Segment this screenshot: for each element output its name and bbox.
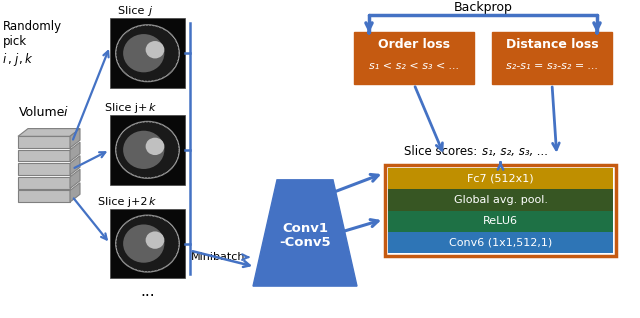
Text: Global avg. pool.: Global avg. pool. [454,195,547,205]
Ellipse shape [116,25,179,82]
Ellipse shape [146,232,164,249]
Text: k: k [25,53,32,66]
Bar [385,165,616,256]
Polygon shape [70,183,80,202]
Text: Volume: Volume [19,106,65,119]
Polygon shape [70,156,80,175]
Text: i: i [3,53,6,66]
Polygon shape [253,180,357,286]
Bar [388,190,613,211]
Text: Minibatch: Minibatch [191,252,245,262]
Bar [492,32,612,84]
Text: j: j [14,53,17,66]
Polygon shape [70,169,80,189]
Text: ReLU6: ReLU6 [483,216,518,226]
Bar [18,177,70,189]
Text: Conv1: Conv1 [282,222,328,235]
Bar [18,163,70,175]
Text: Slice j+2: Slice j+2 [98,197,147,207]
Bar [388,168,613,190]
Bar [18,190,70,202]
Text: Distance loss: Distance loss [506,38,598,51]
Text: Randomly
pick: Randomly pick [3,20,62,48]
Bar [18,136,70,148]
Bar [18,150,70,162]
Ellipse shape [146,41,164,59]
Bar [388,211,613,232]
Text: ...: ... [140,284,155,299]
Ellipse shape [146,138,164,155]
Polygon shape [70,128,80,148]
Text: ,: , [19,53,26,66]
Text: Slice scores:: Slice scores: [403,145,481,158]
Ellipse shape [116,121,179,178]
Text: -Conv5: -Conv5 [279,236,331,249]
Text: Backprop: Backprop [454,1,513,14]
Text: j: j [148,6,152,17]
Text: Order loss: Order loss [378,38,450,51]
Bar [110,209,185,278]
Bar [110,18,185,88]
Bar [110,115,185,185]
Bar [388,232,613,253]
Text: ,: , [8,53,15,66]
Ellipse shape [123,34,164,73]
Text: k: k [148,197,155,207]
Text: s₂-s₁ = s₃-s₂ = ...: s₂-s₁ = s₃-s₂ = ... [506,61,598,71]
Text: s₁, s₂, s₃, ...: s₁, s₂, s₃, ... [481,145,548,158]
Text: Slice j+: Slice j+ [105,103,147,113]
Text: i: i [64,106,67,119]
Text: Conv6 (1x1,512,1): Conv6 (1x1,512,1) [449,238,552,248]
Text: Fc7 (512x1): Fc7 (512x1) [467,174,534,184]
Ellipse shape [123,131,164,169]
Polygon shape [70,142,80,162]
Bar [354,32,474,84]
Polygon shape [18,128,80,136]
Ellipse shape [123,225,164,263]
Text: s₁ < s₂ < s₃ < ...: s₁ < s₂ < s₃ < ... [369,61,459,71]
Ellipse shape [116,215,179,272]
Text: Slice: Slice [118,6,147,17]
Text: k: k [148,103,155,113]
